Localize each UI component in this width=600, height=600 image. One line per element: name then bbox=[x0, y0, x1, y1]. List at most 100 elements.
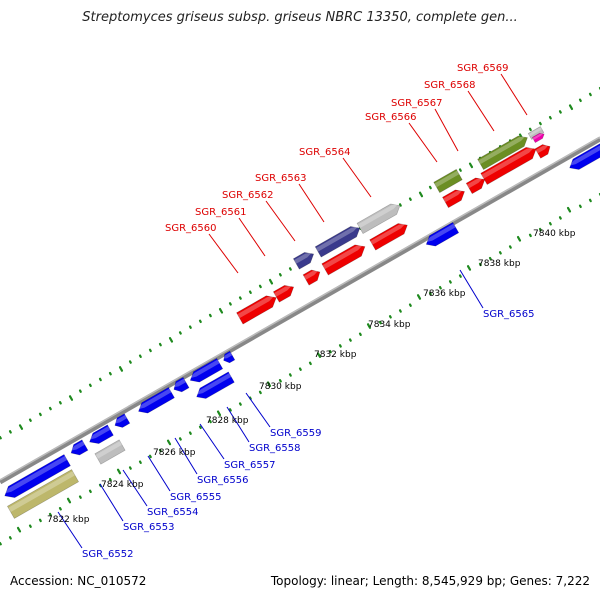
gene-label-top[interactable]: SGR_6561 bbox=[195, 207, 247, 218]
guide-dot bbox=[578, 98, 582, 103]
gene-3[interactable] bbox=[433, 168, 463, 194]
gene-label-top[interactable]: SGR_6566 bbox=[365, 112, 417, 123]
guide-dot bbox=[228, 408, 232, 412]
guide-dot bbox=[298, 367, 302, 371]
gene-label-top[interactable]: SGR_6569 bbox=[457, 63, 509, 74]
gene-label-bottom[interactable]: SGR_6558 bbox=[249, 443, 301, 454]
gene-25[interactable] bbox=[2, 454, 71, 501]
gene-19[interactable] bbox=[187, 357, 224, 385]
connector-line bbox=[265, 200, 296, 242]
tick-label: 7838 kbp bbox=[478, 259, 521, 269]
gene-26[interactable] bbox=[194, 371, 235, 402]
gene-18[interactable] bbox=[221, 350, 236, 365]
guide-dot bbox=[588, 198, 592, 203]
guide-dot bbox=[338, 344, 342, 348]
gene-label-top[interactable]: SGR_6562 bbox=[222, 190, 274, 201]
guide-dot bbox=[538, 227, 542, 232]
gene-label-top[interactable]: SGR_6563 bbox=[255, 173, 307, 184]
guide-dot bbox=[88, 383, 92, 388]
guide-dot bbox=[448, 280, 452, 284]
tick-label: 7830 kbp bbox=[259, 382, 302, 392]
gene-8[interactable] bbox=[480, 143, 540, 185]
gene-14[interactable] bbox=[272, 282, 296, 303]
guide-dot bbox=[58, 507, 62, 511]
gene-22[interactable] bbox=[112, 413, 131, 430]
guide-dot bbox=[558, 216, 562, 220]
guide-dot bbox=[178, 437, 182, 441]
guide-dot bbox=[416, 294, 422, 300]
gene-label-bottom[interactable]: SGR_6556 bbox=[197, 475, 249, 486]
guide-dot bbox=[498, 251, 502, 255]
gene-label-bottom[interactable]: SGR_6565 bbox=[483, 309, 535, 320]
tick-label: 7834 kbp bbox=[368, 320, 411, 330]
guide-dot bbox=[68, 395, 74, 401]
gene-6[interactable] bbox=[292, 249, 316, 270]
gene-20[interactable] bbox=[171, 376, 190, 394]
connector-line bbox=[226, 406, 250, 443]
guide-dot bbox=[28, 418, 32, 422]
guide-dot bbox=[38, 518, 42, 523]
gene-1[interactable] bbox=[531, 131, 545, 143]
gene-10[interactable] bbox=[442, 186, 467, 209]
gene-21[interactable] bbox=[136, 386, 175, 416]
guide-dot bbox=[248, 396, 252, 400]
gene-12[interactable] bbox=[321, 241, 368, 276]
gene-23[interactable] bbox=[87, 424, 114, 447]
gene-label-bottom[interactable]: SGR_6557 bbox=[224, 460, 276, 471]
guide-dot bbox=[566, 206, 572, 213]
guide-dot bbox=[98, 377, 102, 382]
guide-dot bbox=[0, 541, 2, 546]
guide-dot bbox=[0, 435, 2, 440]
page-title: Streptomyces griseus subsp. griseus NBRC… bbox=[82, 10, 518, 25]
gene-features bbox=[2, 126, 600, 519]
gene-0[interactable] bbox=[527, 126, 545, 140]
gene-label-bottom[interactable]: SGR_6552 bbox=[82, 549, 134, 560]
guide-dot bbox=[218, 307, 224, 314]
gene-label-bottom[interactable]: SGR_6554 bbox=[147, 507, 199, 518]
gene-label-top[interactable]: SGR_6560 bbox=[165, 223, 217, 234]
tick-label: 7826 kbp bbox=[153, 448, 196, 458]
gene-label-bottom[interactable]: SGR_6553 bbox=[123, 522, 175, 533]
connector-line bbox=[342, 157, 372, 198]
guide-dot bbox=[528, 233, 532, 238]
gene-27[interactable] bbox=[94, 439, 126, 465]
guide-dot bbox=[316, 352, 322, 358]
guide-dot bbox=[148, 454, 152, 459]
guide-dot bbox=[188, 325, 192, 329]
guide-dot bbox=[558, 110, 562, 114]
gene-4[interactable] bbox=[356, 200, 403, 235]
gene-24[interactable] bbox=[68, 439, 89, 458]
connector-line bbox=[500, 73, 528, 116]
guide-dot bbox=[228, 302, 232, 306]
gene-17[interactable] bbox=[423, 221, 460, 249]
guide-dot bbox=[466, 265, 472, 271]
guide-dot bbox=[308, 361, 312, 366]
guide-dot bbox=[528, 127, 532, 132]
guide-dot bbox=[258, 390, 262, 395]
guide-dot bbox=[418, 191, 424, 198]
gene-11[interactable] bbox=[369, 220, 411, 251]
gene-15[interactable] bbox=[236, 292, 280, 325]
gene-7[interactable] bbox=[534, 142, 553, 159]
gene-label-bottom[interactable]: SGR_6555 bbox=[170, 492, 222, 503]
gene-label-bottom[interactable]: SGR_6559 bbox=[270, 428, 322, 439]
gene-label-top[interactable]: SGR_6568 bbox=[424, 80, 476, 91]
connector-line bbox=[467, 90, 495, 132]
gene-2[interactable] bbox=[477, 132, 531, 171]
gene-5[interactable] bbox=[314, 223, 363, 258]
connector-line bbox=[199, 423, 225, 460]
guide-dot bbox=[488, 256, 492, 261]
guide-dot bbox=[148, 348, 152, 353]
guide-dot bbox=[166, 439, 172, 446]
guide-dot bbox=[578, 204, 582, 209]
guide-dot bbox=[116, 468, 122, 475]
guide-dot bbox=[258, 284, 262, 289]
gene-28[interactable] bbox=[6, 469, 80, 519]
gene-label-top[interactable]: SGR_6564 bbox=[299, 147, 351, 158]
gene-13[interactable] bbox=[302, 267, 323, 286]
gene-9[interactable] bbox=[465, 174, 488, 195]
guide-dot bbox=[88, 489, 92, 494]
connector-line bbox=[238, 217, 266, 257]
gene-label-top[interactable]: SGR_6567 bbox=[391, 98, 443, 109]
gene-16[interactable] bbox=[567, 142, 600, 173]
